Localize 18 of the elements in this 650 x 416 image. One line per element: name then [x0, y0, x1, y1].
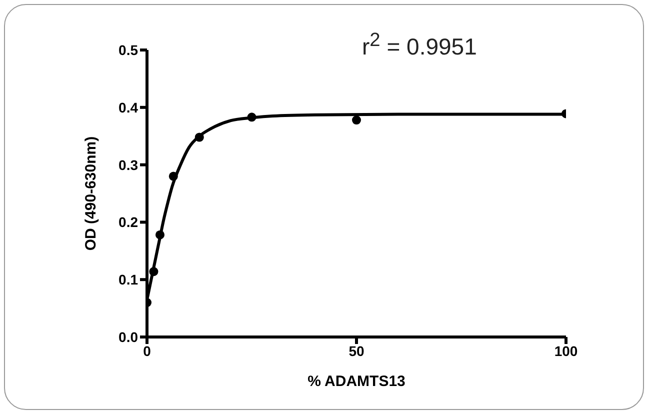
- x-tick-label: 50: [348, 342, 364, 359]
- point: [155, 230, 165, 240]
- point: [247, 112, 256, 122]
- point: [194, 132, 204, 142]
- y-tick-label: 0.0: [118, 328, 138, 345]
- y-tick-label: 0.5: [118, 42, 138, 58]
- point: [352, 116, 362, 125]
- x-tick-label: 100: [554, 342, 578, 359]
- annotation: r$^{2}$ = 0.9951: [362, 30, 477, 61]
- y-tick-label: 0.3: [118, 156, 138, 173]
- point: [168, 172, 178, 181]
- x-axis-title: % ADAMTS13: [308, 373, 406, 390]
- point: [149, 267, 158, 276]
- y-tick-label: 0.1: [118, 272, 138, 288]
- y-axis-title: OD (490-630nm): [82, 136, 100, 251]
- y-tick-label: 0.2: [118, 214, 138, 230]
- y-tick-label: 0.4: [118, 99, 138, 116]
- x-tick-label: 0: [143, 342, 152, 359]
